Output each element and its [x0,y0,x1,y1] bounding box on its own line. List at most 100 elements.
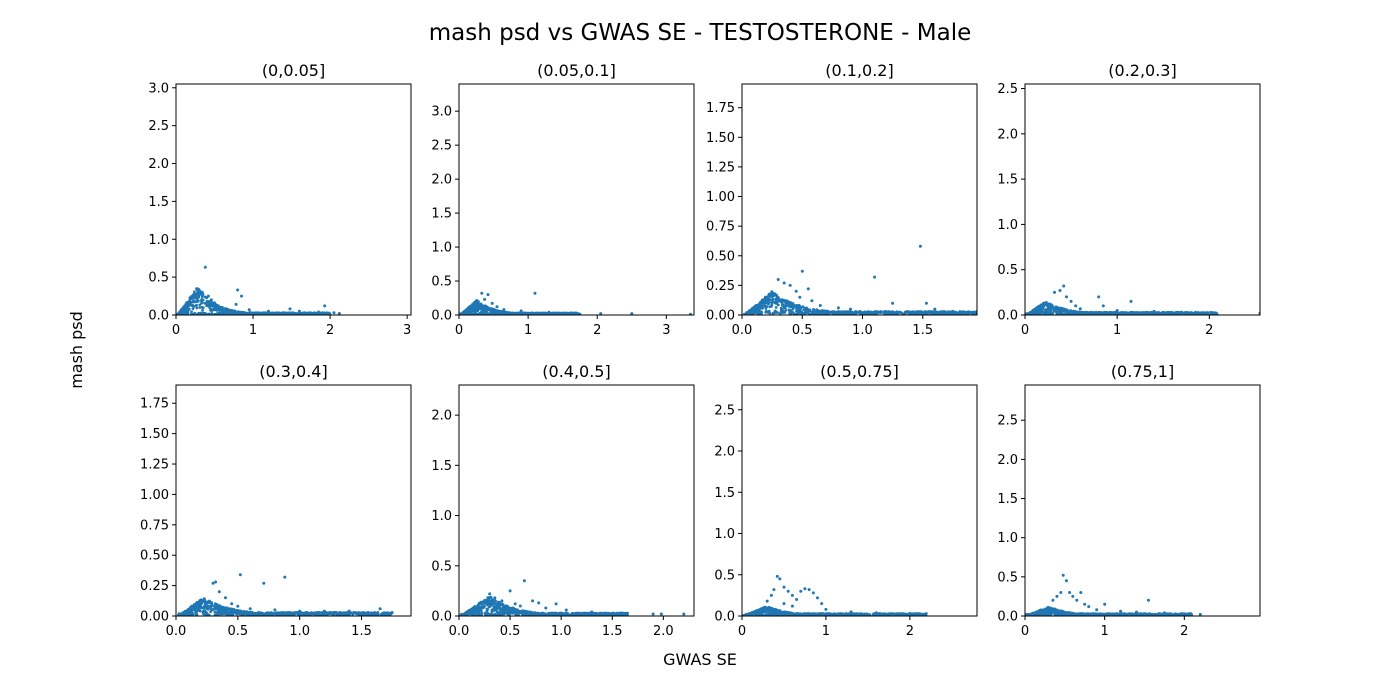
scatter-point [546,612,550,615]
scatter-point [1136,312,1140,315]
scatter-point [288,307,292,311]
scatter-point [234,302,238,306]
scatter-point [194,602,198,606]
scatter-point [791,302,795,305]
scatter-points [176,265,341,315]
scatter-point [764,310,768,314]
scatter-point [290,613,294,616]
axes-frame [458,83,695,316]
scatter-point [203,295,207,299]
x-tick-label: 0.5 [792,323,813,338]
scatter-point [289,311,293,315]
scatter-point [177,612,181,615]
scatter-point [486,307,490,310]
scatter-point [482,305,486,308]
scatter-point [502,308,506,312]
scatter-point [1192,311,1196,315]
y-tick-label: 1.00 [706,190,735,205]
scatter-point [488,312,491,315]
scatter-point [1041,303,1045,307]
x-tick-label: 1 [249,323,257,338]
scatter-point [380,612,384,615]
scatter-point [767,311,771,314]
scatter-point [823,309,826,313]
scatter-point [791,307,795,311]
scatter-point [1180,310,1184,314]
y-tick-label: 1.75 [706,101,735,116]
scatter-point [200,606,203,610]
scatter-point [471,303,475,307]
scatter-point [465,312,469,315]
x-tick-label: 0 [172,323,180,338]
scatter-point [781,311,785,315]
scatter-point [766,297,769,300]
scatter-point [748,310,751,314]
scatter-point [949,312,953,315]
scatter-point [325,311,329,315]
scatter-point [498,602,502,605]
scatter-point [509,607,513,611]
scatter-point [1212,311,1216,315]
scatter-point [220,305,224,309]
scatter-point [188,613,191,616]
scatter-point [1078,307,1082,311]
scatter-point [221,605,225,609]
scatter-points [177,573,394,616]
x-tick-label: 1.5 [912,323,933,338]
scatter-point [199,312,202,315]
scatter-point [1062,284,1066,288]
scatter-point [898,310,902,314]
scatter-point [1050,306,1054,310]
scatter-point [210,602,213,605]
scatter-point [199,598,203,602]
scatter-point [942,310,946,314]
subplot-4: (0.2,0.3]0 1 20.00.51.01.52.02.5 [997,61,1261,338]
scatter-point [272,312,275,315]
scatter-point [756,311,759,315]
scatter-point [268,613,272,616]
subplot-3: (0.1,0.2]0.0 0.5 1.0 1.50.000.250.500.751.0… [706,61,978,338]
scatter-point [574,312,578,315]
axes-frame [175,384,412,617]
scatter-point [264,613,268,616]
scatter-point [928,310,932,314]
scatter-point [804,311,808,315]
scatter-point [1053,290,1056,294]
scatter-point [478,312,482,315]
scatter-point [185,312,189,315]
scatter-point [775,301,779,305]
scatter-point [227,309,231,313]
scatter-point [901,312,905,315]
y-tick-label: 0.00 [706,309,735,324]
scatter-point [383,611,387,615]
scatter-point [498,608,502,611]
scatter-point [275,312,279,315]
scatter-point [366,612,370,615]
scatter-point [342,613,346,616]
scatter-point [262,312,266,315]
scatter-point [488,599,492,603]
scatter-point [244,312,248,315]
scatter-point [882,311,886,314]
scatter-point [789,301,792,305]
scatter-point [879,311,883,314]
scatter-point [479,601,483,605]
scatter-point [844,310,847,314]
scatter-point [1094,312,1097,315]
y-tick-label: 1.00 [140,488,169,503]
scatter-point [514,609,517,613]
scatter-point [332,311,336,315]
scatter-point [547,310,551,314]
scatter-point [783,311,787,314]
scatter-point [483,297,487,301]
scatter-point [259,312,263,315]
scatter-point [201,298,205,302]
scatter-point [867,311,871,315]
scatter-point [1061,308,1064,312]
y-tick-label: 1.25 [140,458,169,473]
x-tick-label: 2 [326,323,334,338]
scatter-point [773,292,777,296]
scatter-point [476,605,480,609]
scatter-point [512,312,516,315]
